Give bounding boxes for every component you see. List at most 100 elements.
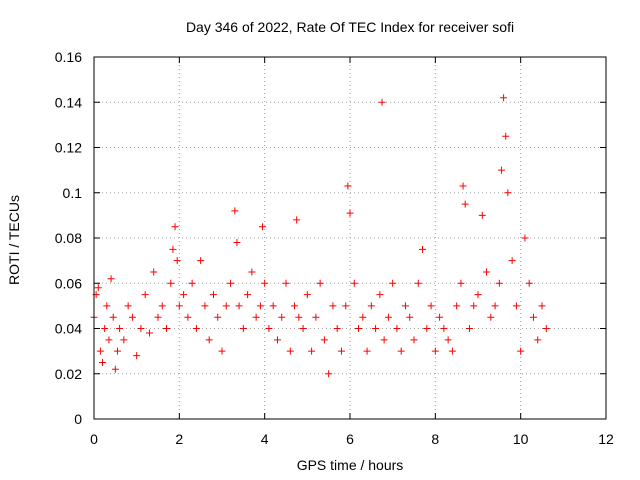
data-point bbox=[101, 325, 109, 332]
data-point bbox=[393, 325, 401, 332]
data-point bbox=[282, 279, 290, 287]
data-point bbox=[273, 336, 281, 344]
y-tick-label: 0.08 bbox=[55, 230, 82, 246]
data-point bbox=[431, 347, 439, 355]
x-tick-label: 10 bbox=[513, 431, 529, 447]
data-point bbox=[529, 313, 537, 321]
data-point bbox=[372, 325, 380, 332]
data-point bbox=[205, 336, 213, 344]
data-point bbox=[218, 347, 226, 355]
data-point bbox=[303, 291, 311, 299]
x-tick-label: 8 bbox=[431, 431, 439, 447]
data-point bbox=[261, 279, 269, 287]
data-point bbox=[252, 313, 260, 321]
data-point bbox=[188, 279, 196, 287]
data-point bbox=[355, 325, 363, 332]
data-point bbox=[163, 325, 171, 332]
data-point bbox=[312, 313, 320, 321]
data-point bbox=[105, 336, 113, 344]
data-point bbox=[380, 336, 388, 344]
data-point bbox=[497, 166, 505, 174]
axis-ticks bbox=[93, 56, 607, 420]
data-point bbox=[500, 94, 508, 102]
data-point bbox=[534, 336, 542, 344]
data-point bbox=[384, 313, 392, 321]
data-point bbox=[184, 313, 192, 321]
data-point bbox=[235, 302, 243, 310]
data-point bbox=[197, 257, 205, 265]
data-point bbox=[491, 302, 499, 310]
data-point bbox=[299, 325, 307, 332]
y-tick-label: 0.02 bbox=[55, 366, 82, 382]
data-point bbox=[109, 313, 117, 321]
data-point bbox=[363, 347, 371, 355]
chart-title: Day 346 of 2022, Rate Of TEC Index for r… bbox=[186, 19, 514, 35]
y-tick-label: 0.04 bbox=[55, 321, 82, 337]
data-point bbox=[414, 279, 422, 287]
data-point bbox=[239, 325, 247, 332]
data-point bbox=[96, 347, 104, 355]
data-point bbox=[167, 279, 175, 287]
data-point bbox=[325, 370, 333, 378]
data-point bbox=[483, 268, 491, 276]
y-tick-label: 0 bbox=[74, 411, 82, 427]
data-point bbox=[359, 313, 367, 321]
data-point bbox=[99, 358, 107, 366]
data-point bbox=[487, 313, 495, 321]
data-points bbox=[90, 94, 550, 378]
data-point bbox=[316, 279, 324, 287]
data-point bbox=[173, 257, 181, 265]
data-point bbox=[233, 239, 241, 247]
y-tick-label: 0.06 bbox=[55, 275, 82, 291]
data-point bbox=[517, 347, 525, 355]
data-point bbox=[459, 182, 467, 190]
data-point bbox=[286, 347, 294, 355]
data-point bbox=[128, 313, 136, 321]
y-axis-title: ROTI / TECUs bbox=[6, 195, 22, 285]
y-tick-label: 0.12 bbox=[55, 140, 82, 156]
data-point bbox=[436, 313, 444, 321]
data-point bbox=[504, 189, 512, 197]
data-point bbox=[401, 302, 409, 310]
data-point bbox=[180, 291, 188, 299]
x-tick-label: 0 bbox=[90, 431, 98, 447]
data-point bbox=[474, 291, 482, 299]
data-point bbox=[124, 302, 132, 310]
x-axis-title: GPS time / hours bbox=[297, 457, 404, 473]
data-point bbox=[171, 223, 179, 231]
data-point bbox=[201, 302, 209, 310]
data-point bbox=[423, 325, 431, 332]
data-point bbox=[120, 336, 128, 344]
data-point bbox=[244, 291, 252, 299]
data-point bbox=[397, 347, 405, 355]
data-point bbox=[295, 313, 303, 321]
data-point bbox=[103, 302, 111, 310]
data-point bbox=[256, 302, 264, 310]
data-point bbox=[465, 325, 473, 332]
grid-lines bbox=[94, 57, 606, 419]
x-tick-label: 12 bbox=[598, 431, 614, 447]
data-point bbox=[346, 209, 354, 217]
data-point bbox=[448, 347, 456, 355]
data-point bbox=[508, 257, 516, 265]
data-point bbox=[320, 336, 328, 344]
data-point bbox=[269, 302, 277, 310]
data-point bbox=[278, 313, 286, 321]
data-point bbox=[231, 207, 239, 215]
y-tick-label: 0.16 bbox=[55, 49, 82, 65]
data-point bbox=[175, 302, 183, 310]
data-point bbox=[154, 313, 162, 321]
data-point bbox=[461, 200, 469, 208]
data-point bbox=[427, 302, 435, 310]
data-point bbox=[169, 245, 177, 253]
data-point bbox=[308, 347, 316, 355]
data-point bbox=[538, 302, 546, 310]
data-point bbox=[145, 329, 153, 337]
data-point bbox=[107, 275, 115, 283]
data-point bbox=[293, 216, 301, 224]
y-tick-label: 0.14 bbox=[55, 94, 82, 110]
data-point bbox=[478, 211, 486, 219]
data-point bbox=[376, 291, 384, 299]
data-point bbox=[227, 279, 235, 287]
